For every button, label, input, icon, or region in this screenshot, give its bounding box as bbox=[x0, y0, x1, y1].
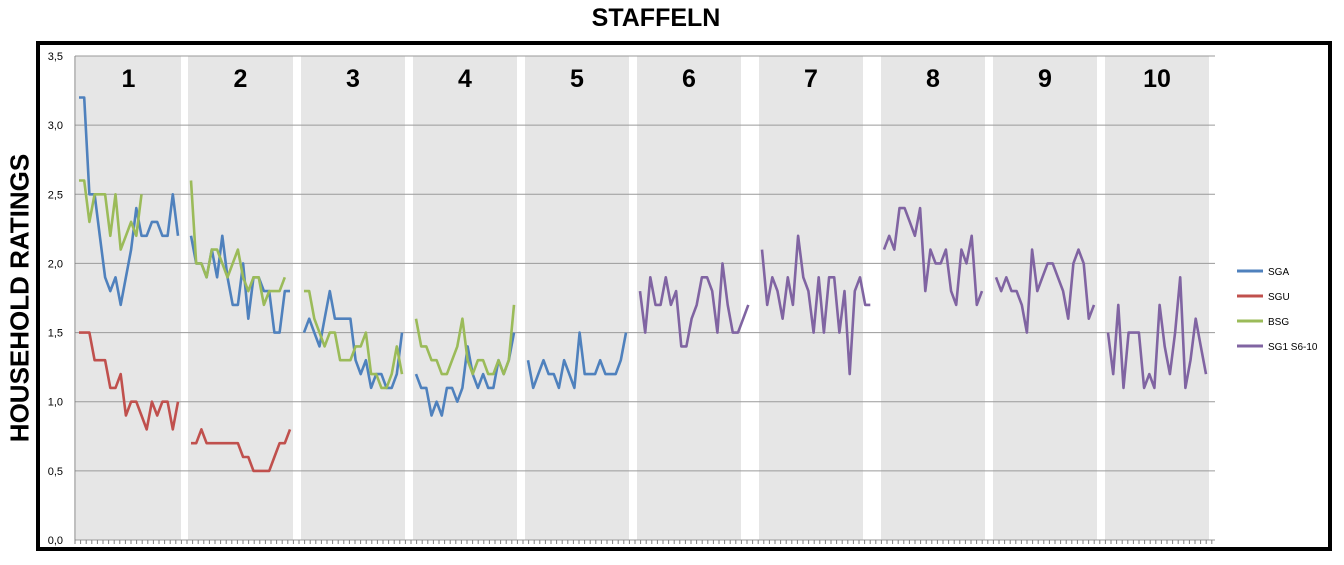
season-label: 8 bbox=[926, 65, 940, 93]
series-line-bsg-season-4 bbox=[414, 304, 516, 376]
legend-label: BSG bbox=[1268, 317, 1289, 328]
season-labels: 1 2 3 4 5 6 7 8 9 10 bbox=[122, 65, 1171, 93]
series-line-sg1-s6-10-season-10 bbox=[1106, 275, 1208, 390]
season-band-7 bbox=[759, 56, 863, 540]
season-label: 7 bbox=[804, 65, 818, 93]
series-lines bbox=[79, 96, 1208, 473]
season-band-1 bbox=[76, 56, 181, 540]
series-line-sga-season-3 bbox=[302, 289, 404, 390]
y-tick-label: 2,5 bbox=[48, 189, 63, 201]
series-line-bsg-season-2 bbox=[189, 180, 287, 307]
series-line-bsg-season-3 bbox=[304, 289, 404, 390]
series-line-sg1-s6-10-season-7 bbox=[760, 234, 871, 376]
season-label: 1 bbox=[122, 65, 136, 93]
legend: SGA SGU BSG SG1 S6-10 bbox=[1237, 267, 1318, 353]
legend-label: SG1 S6-10 bbox=[1268, 342, 1318, 353]
y-tick-label: 3,5 bbox=[48, 51, 63, 63]
legend-label: SGU bbox=[1268, 292, 1290, 303]
series-line-sga-season-5 bbox=[526, 331, 628, 390]
season-band-5 bbox=[525, 56, 629, 540]
series-line-sgu-season-2 bbox=[191, 428, 292, 473]
season-band-2 bbox=[188, 56, 293, 540]
season-bands bbox=[76, 56, 1209, 540]
y-tick-label: 3,0 bbox=[48, 120, 63, 132]
season-label: 3 bbox=[346, 65, 360, 93]
season-band-8 bbox=[881, 56, 985, 540]
season-label: 6 bbox=[682, 65, 696, 93]
y-tick-label: 1,5 bbox=[48, 328, 63, 340]
season-label: 4 bbox=[458, 65, 472, 93]
series-line-sg1-s6-10-season-6 bbox=[638, 262, 750, 348]
y-tick-label: 0,5 bbox=[48, 466, 63, 478]
series-line-sg1-s6-10-season-8 bbox=[882, 206, 984, 307]
series-line-sga-season-1 bbox=[79, 96, 180, 307]
season-band-3 bbox=[301, 56, 405, 540]
season-band-10 bbox=[1105, 56, 1209, 540]
season-label: 9 bbox=[1038, 65, 1052, 93]
chart-title: STAFFELN bbox=[591, 4, 721, 32]
x-axis-ticks bbox=[74, 540, 1213, 544]
y-tick-label: 0,0 bbox=[48, 535, 63, 547]
series-line-bsg-season-1 bbox=[79, 179, 143, 251]
legend-label: SGA bbox=[1268, 267, 1289, 278]
chart-frame bbox=[36, 41, 1332, 551]
season-band-6 bbox=[637, 56, 741, 540]
series-line-sgu-season-1 bbox=[79, 331, 180, 431]
y-tick-label: 2,0 bbox=[48, 258, 63, 270]
season-label: 2 bbox=[234, 65, 248, 93]
season-band-4 bbox=[413, 56, 517, 540]
season-label: 5 bbox=[570, 65, 584, 93]
y-tick-labels: 0,0 0,5 1,0 1,5 2,0 2,5 3,0 3,5 bbox=[48, 51, 63, 547]
season-band-9 bbox=[993, 56, 1097, 540]
season-label: 10 bbox=[1143, 65, 1171, 93]
y-tick-label: 1,0 bbox=[48, 397, 63, 409]
series-line-sg1-s6-10-season-9 bbox=[994, 248, 1096, 334]
